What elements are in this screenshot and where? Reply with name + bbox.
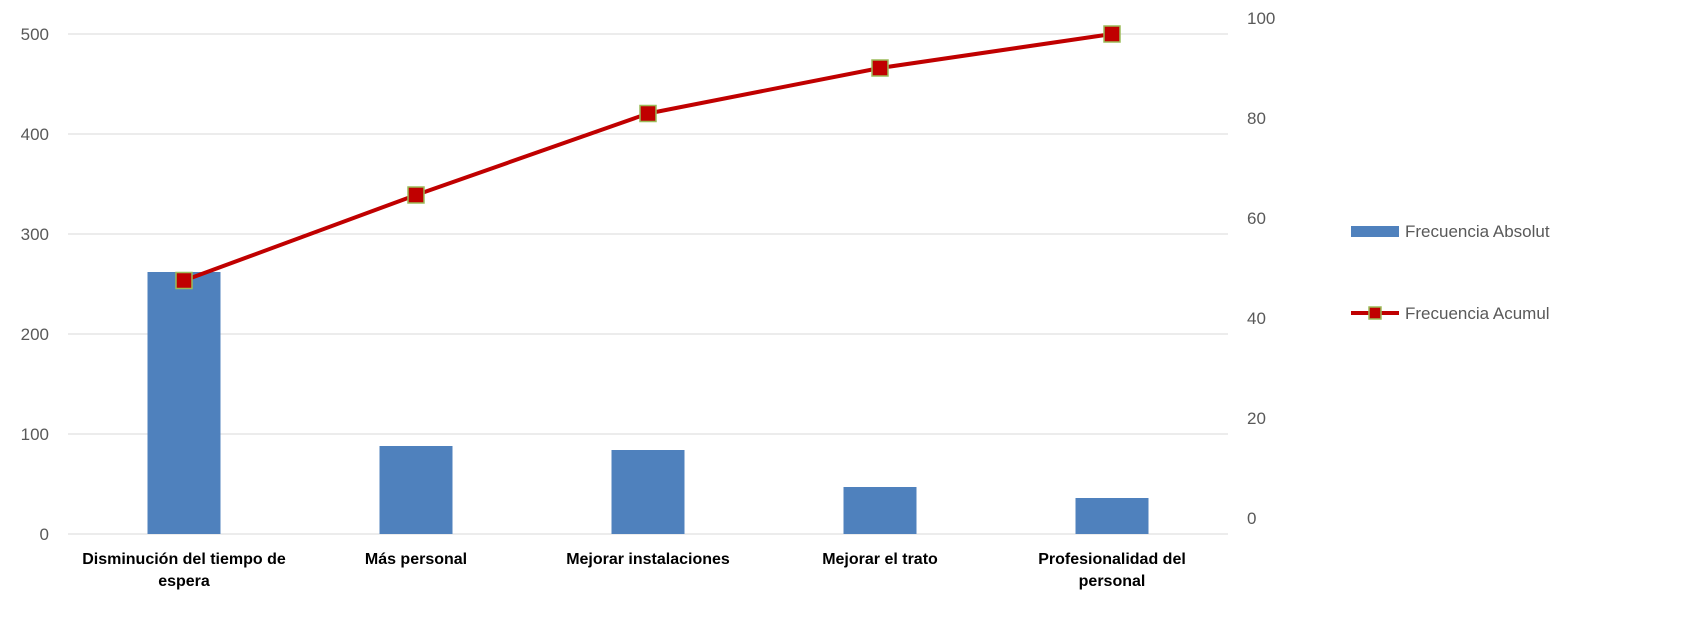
category-labels: Disminución del tiempo de espera Más perso… xyxy=(82,551,1186,590)
right-axis-ticks: 0 20 40 60 80 100 xyxy=(1247,9,1275,528)
line-marker xyxy=(407,186,425,204)
left-tick-label: 500 xyxy=(21,25,49,44)
right-tick-label: 100 xyxy=(1247,9,1275,28)
right-tick-label: 80 xyxy=(1247,109,1266,128)
legend-label: Frecuencia Absolut xyxy=(1405,222,1550,241)
left-axis-ticks: 0 100 200 300 400 500 xyxy=(21,25,49,544)
bar xyxy=(147,272,221,534)
bar xyxy=(379,446,453,534)
category-label: personal xyxy=(1079,573,1146,590)
line-marker xyxy=(639,104,657,123)
right-tick-label: 20 xyxy=(1247,409,1266,428)
bar xyxy=(1075,498,1149,534)
legend-label: Frecuencia Acumul xyxy=(1405,304,1550,323)
category-label: Profesionalidad del xyxy=(1038,551,1186,568)
gridlines xyxy=(68,33,1228,535)
bar xyxy=(843,487,917,534)
cumulative-line xyxy=(183,32,1113,283)
right-tick-label: 0 xyxy=(1247,509,1256,528)
left-tick-label: 300 xyxy=(21,225,49,244)
legend-marker-swatch xyxy=(1368,306,1382,320)
bar-series xyxy=(147,272,1149,534)
bar xyxy=(611,450,685,534)
line-marker xyxy=(871,59,889,77)
left-tick-label: 100 xyxy=(21,425,49,444)
category-label: Mejorar el trato xyxy=(822,551,938,568)
left-tick-label: 400 xyxy=(21,125,49,144)
left-tick-label: 200 xyxy=(21,325,49,344)
category-label: Mejorar instalaciones xyxy=(566,551,730,568)
legend-bar-swatch xyxy=(1351,226,1399,237)
line-marker xyxy=(175,271,193,290)
category-label: Disminución del tiempo de xyxy=(82,551,286,568)
legend: Frecuencia Absolut Frecuencia Acumul xyxy=(1351,222,1550,323)
line-marker xyxy=(1103,25,1121,43)
category-label: espera xyxy=(158,573,210,590)
left-tick-label: 0 xyxy=(40,525,49,544)
right-tick-label: 60 xyxy=(1247,209,1266,228)
right-tick-label: 40 xyxy=(1247,309,1266,328)
line-series xyxy=(175,25,1121,290)
category-label: Más personal xyxy=(365,551,467,568)
